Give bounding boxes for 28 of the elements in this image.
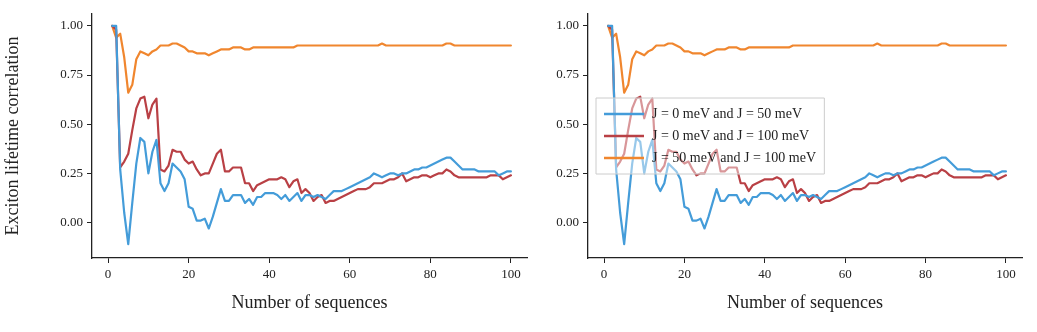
y-tick-label: 0.25: [60, 164, 83, 180]
x-tick-label: 80: [423, 266, 437, 282]
y-tick-label: 1.00: [60, 17, 83, 33]
x-axis-title: Number of sequences: [727, 291, 883, 312]
x-tick-label: 20: [677, 266, 691, 282]
y-tick-label: 0.00: [60, 214, 83, 229]
x-tick-label: 0: [104, 266, 112, 282]
x-tick-label: 100: [501, 266, 521, 282]
x-tick-label: 80: [919, 266, 933, 282]
legend-label: J = 50 meV and J = 100 meV: [652, 149, 817, 165]
y-tick-label: 0.75: [60, 66, 83, 82]
y-axis-title: Exciton lifetime correlation: [1, 36, 22, 236]
y-tick-label: 0.75: [556, 66, 579, 82]
x-tick-label: 100: [996, 266, 1016, 282]
y-tick-label: 0.50: [60, 115, 83, 131]
x-tick-label: 40: [758, 266, 772, 282]
y-tick-label: 1.00: [556, 17, 579, 33]
x-tick-label: 60: [838, 266, 852, 282]
y-tick-label: 0.00: [556, 214, 579, 229]
x-tick-label: 40: [262, 266, 276, 282]
x-axis-title: Number of sequences: [231, 291, 388, 312]
y-tick-label: 0.25: [556, 164, 579, 180]
legend-label: J = 0 meV and J = 50 meV: [652, 105, 803, 121]
x-tick-label: 0: [600, 266, 608, 282]
y-tick-label: 0.50: [556, 115, 579, 131]
x-tick-label: 20: [182, 266, 196, 282]
x-tick-label: 60: [343, 266, 357, 282]
legend-label: J = 0 meV and J = 100 meV: [652, 127, 810, 143]
